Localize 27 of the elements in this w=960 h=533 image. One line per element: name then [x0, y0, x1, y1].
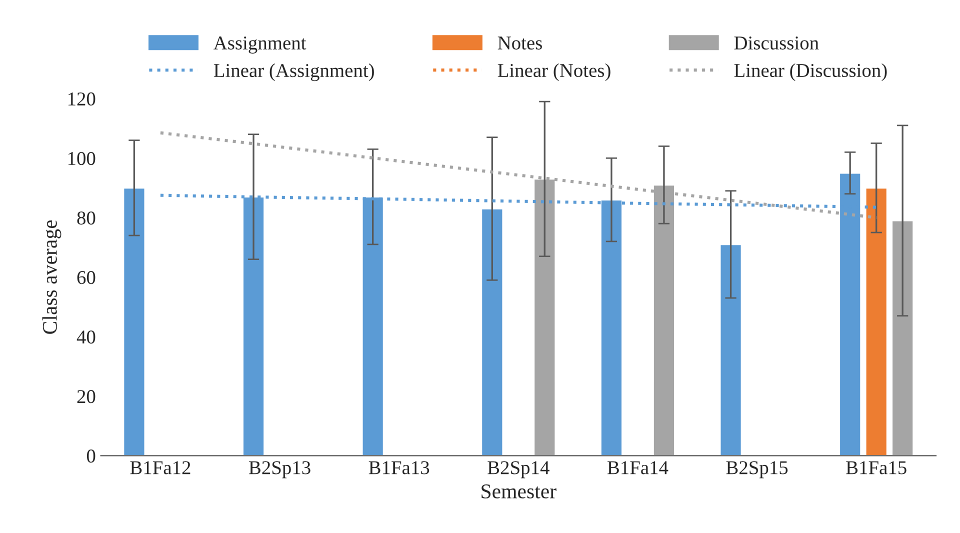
bar [122, 187, 146, 456]
legend-label: Notes [498, 36, 542, 50]
legend-label: Discussion [734, 36, 819, 50]
x-tick-label: B2Sp15 [726, 461, 788, 478]
legend-label: Linear (Notes) [498, 63, 610, 81]
y-axis-title: Class average [42, 220, 62, 334]
y-tick-label: 40 [76, 330, 96, 344]
y-tick-label: 100 [68, 152, 96, 166]
y-tick-label: 0 [86, 450, 96, 463]
x-tick-label: B2Sp13 [248, 461, 310, 478]
legend-label: Linear (Discussion) [734, 63, 887, 81]
x-axis-title: Semester [482, 484, 556, 498]
legend-label: Linear (Assignment) [214, 63, 374, 82]
x-tick-label: B2Sp14 [488, 461, 550, 478]
x-tick-label: B1Fa15 [846, 461, 906, 474]
bar [864, 187, 888, 456]
x-tick-label: B1Fa12 [130, 461, 190, 474]
bar [480, 208, 504, 456]
y-tick-label: 60 [77, 270, 96, 284]
bar [891, 220, 914, 456]
bar [719, 244, 742, 456]
y-tick-label: 80 [77, 211, 96, 225]
x-tick-label: B1Fa13 [368, 461, 430, 474]
legend-label: Assignment [214, 36, 306, 54]
x-tick-label: B1Fa14 [607, 461, 668, 474]
y-tick-label: 120 [68, 92, 96, 106]
y-tick-label: 20 [77, 390, 96, 404]
